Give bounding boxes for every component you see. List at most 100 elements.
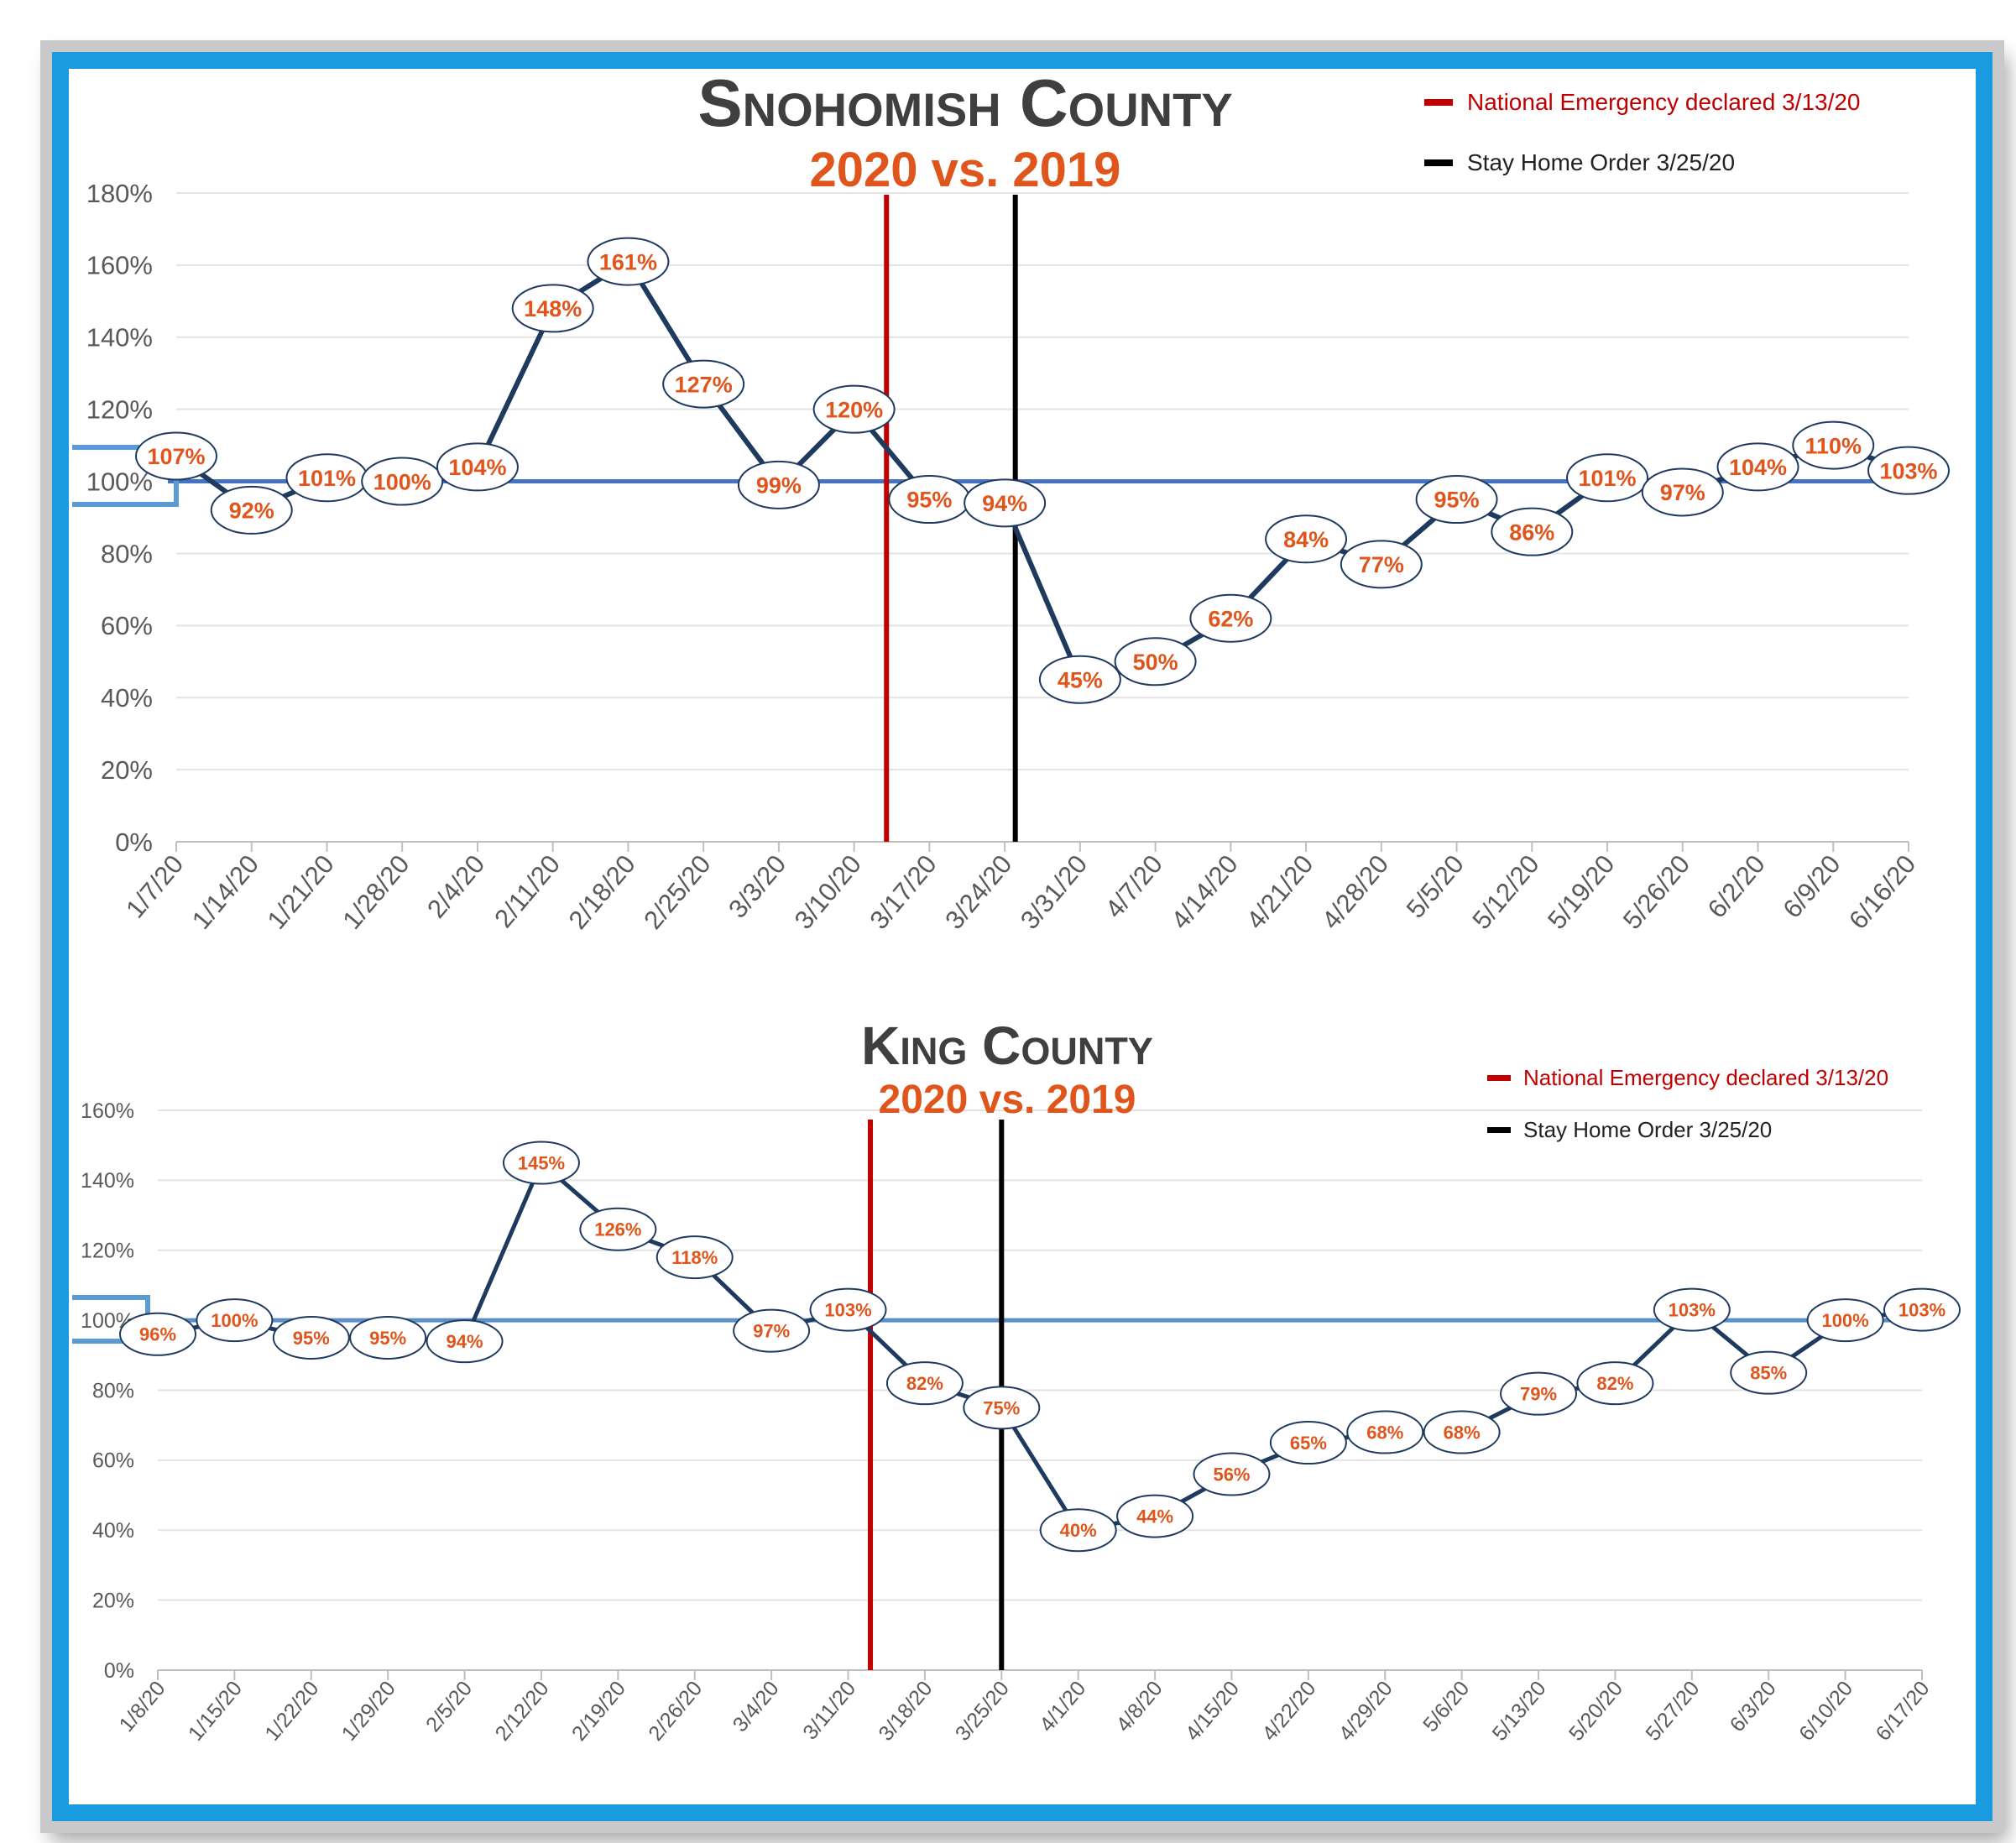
data-point: 44% [1116,1494,1194,1538]
data-point-callout [1340,540,1423,589]
x-tick-label: 5/6/20 [1418,1677,1474,1736]
x-tick-label: 5/5/20 [1401,849,1470,924]
data-point: 94% [426,1319,504,1364]
data-label: 45% [1058,667,1103,692]
data-label: 96% [139,1324,176,1345]
data-point-callout [655,1235,734,1280]
data-point: 104% [436,442,519,492]
king-x-ticks: 1/8/20 1/15/20 1/22/20 1/29/20 2/5/20 2/12/20… [114,1670,1935,1746]
data-point: 103% [809,1287,887,1332]
data-point-callout [1038,655,1121,704]
y-tick-label: 140% [81,1169,134,1193]
data-point: 103% [1867,446,1950,495]
data-label: 120% [825,397,883,422]
y-tick-label: 100% [86,467,153,496]
data-point-callout [733,1308,811,1353]
data-label: 104% [448,455,506,480]
data-point-callout [964,478,1047,528]
y-tick-label: 80% [101,539,153,568]
legend-swatch-stay-home [1424,159,1453,166]
x-tick-label: 2/11/20 [488,849,566,933]
data-label: 161% [599,249,657,274]
data-point-callout [963,1386,1041,1430]
data-label: 77% [1359,552,1404,577]
x-tick-label: 4/14/20 [1165,849,1243,935]
king-gridlines [158,1109,1922,1671]
legend-label-stay-home: Stay Home Order 3/25/20 [1523,1117,1772,1142]
data-point: 97% [1641,467,1724,517]
x-tick-label: 4/7/20 [1099,849,1168,924]
data-point-callout [737,460,820,509]
data-point: 77% [1340,540,1423,589]
data-label: 75% [983,1397,1020,1418]
data-point-callout [349,1315,427,1360]
data-point-callout [885,1361,964,1406]
data-point-callout [119,1312,196,1356]
data-point: 104% [1716,442,1799,492]
x-tick-label: 4/1/20 [1035,1677,1090,1736]
snohomish-chart: 0% 20% 40% 60% 80% 100% 120% 140% 160% 180% 1/7/2… [72,65,1950,935]
data-label: 44% [1136,1506,1173,1527]
data-label: 82% [906,1373,943,1394]
data-point-callout [361,457,444,506]
data-point: 95% [888,475,971,525]
legend-swatch-national-emergency [1424,99,1453,106]
data-label: 148% [524,296,582,321]
x-tick-label: 4/29/20 [1334,1677,1397,1746]
x-tick-label: 2/26/20 [644,1677,707,1746]
x-tick-label: 3/31/20 [1015,849,1093,935]
snohomish-chart-subtitle: 2020 vs. 2019 [810,143,1121,197]
data-point-callout [1641,467,1724,517]
data-label: 100% [211,1310,258,1331]
y-tick-label: 120% [86,395,153,425]
x-tick-label: 6/16/20 [1843,849,1921,935]
data-point: 40% [1039,1508,1117,1553]
data-point: 86% [1491,507,1574,556]
data-point: 101% [285,453,368,503]
data-point-callout [1792,420,1875,470]
x-tick-label: 2/5/20 [421,1677,477,1736]
data-point-callout [1576,1361,1654,1406]
data-point-callout [587,237,670,286]
data-point: 107% [135,431,217,481]
x-tick-label: 6/17/20 [1872,1677,1935,1746]
data-label: 110% [1804,433,1862,458]
data-label: 127% [675,372,733,397]
x-tick-label: 6/9/20 [1777,849,1846,924]
data-point-callout [426,1319,504,1364]
x-tick-label: 5/13/20 [1488,1677,1551,1746]
data-point: 79% [1500,1371,1578,1416]
data-point: 99% [737,460,820,509]
data-label: 84% [1283,527,1329,552]
x-tick-label: 5/20/20 [1564,1677,1627,1746]
x-tick-label: 6/2/20 [1702,849,1771,924]
data-label: 65% [1290,1433,1327,1454]
data-point: 82% [1576,1361,1654,1406]
data-point-callout [1423,1410,1501,1454]
x-tick-label: 1/14/20 [186,849,264,935]
data-point-callout [511,284,594,333]
x-tick-label: 4/28/20 [1316,849,1394,935]
data-point-callout [196,1298,274,1343]
data-point: 82% [885,1361,964,1406]
y-tick-label: 20% [92,1589,134,1612]
snohomish-legend: National Emergency declared 3/13/20 Stay… [1424,89,1861,175]
data-label: 104% [1729,455,1787,480]
x-tick-label: 3/25/20 [951,1677,1014,1746]
x-tick-label: 3/24/20 [939,849,1017,935]
data-point-callout [1346,1410,1424,1454]
data-point-callout [1189,593,1272,643]
data-label: 94% [982,491,1027,516]
data-point-callout [502,1141,580,1185]
data-point-callout [579,1207,657,1251]
x-tick-label: 1/28/20 [337,849,415,935]
data-point: 118% [655,1235,734,1280]
x-tick-label: 2/19/20 [567,1677,630,1746]
data-label: 92% [229,499,274,524]
legend-label-stay-home: Stay Home Order 3/25/20 [1467,149,1735,175]
data-point-callout [1500,1371,1578,1416]
data-point-callout [812,384,896,434]
data-label: 85% [1750,1363,1787,1384]
data-label: 95% [1434,488,1480,513]
data-label: 95% [293,1328,330,1349]
